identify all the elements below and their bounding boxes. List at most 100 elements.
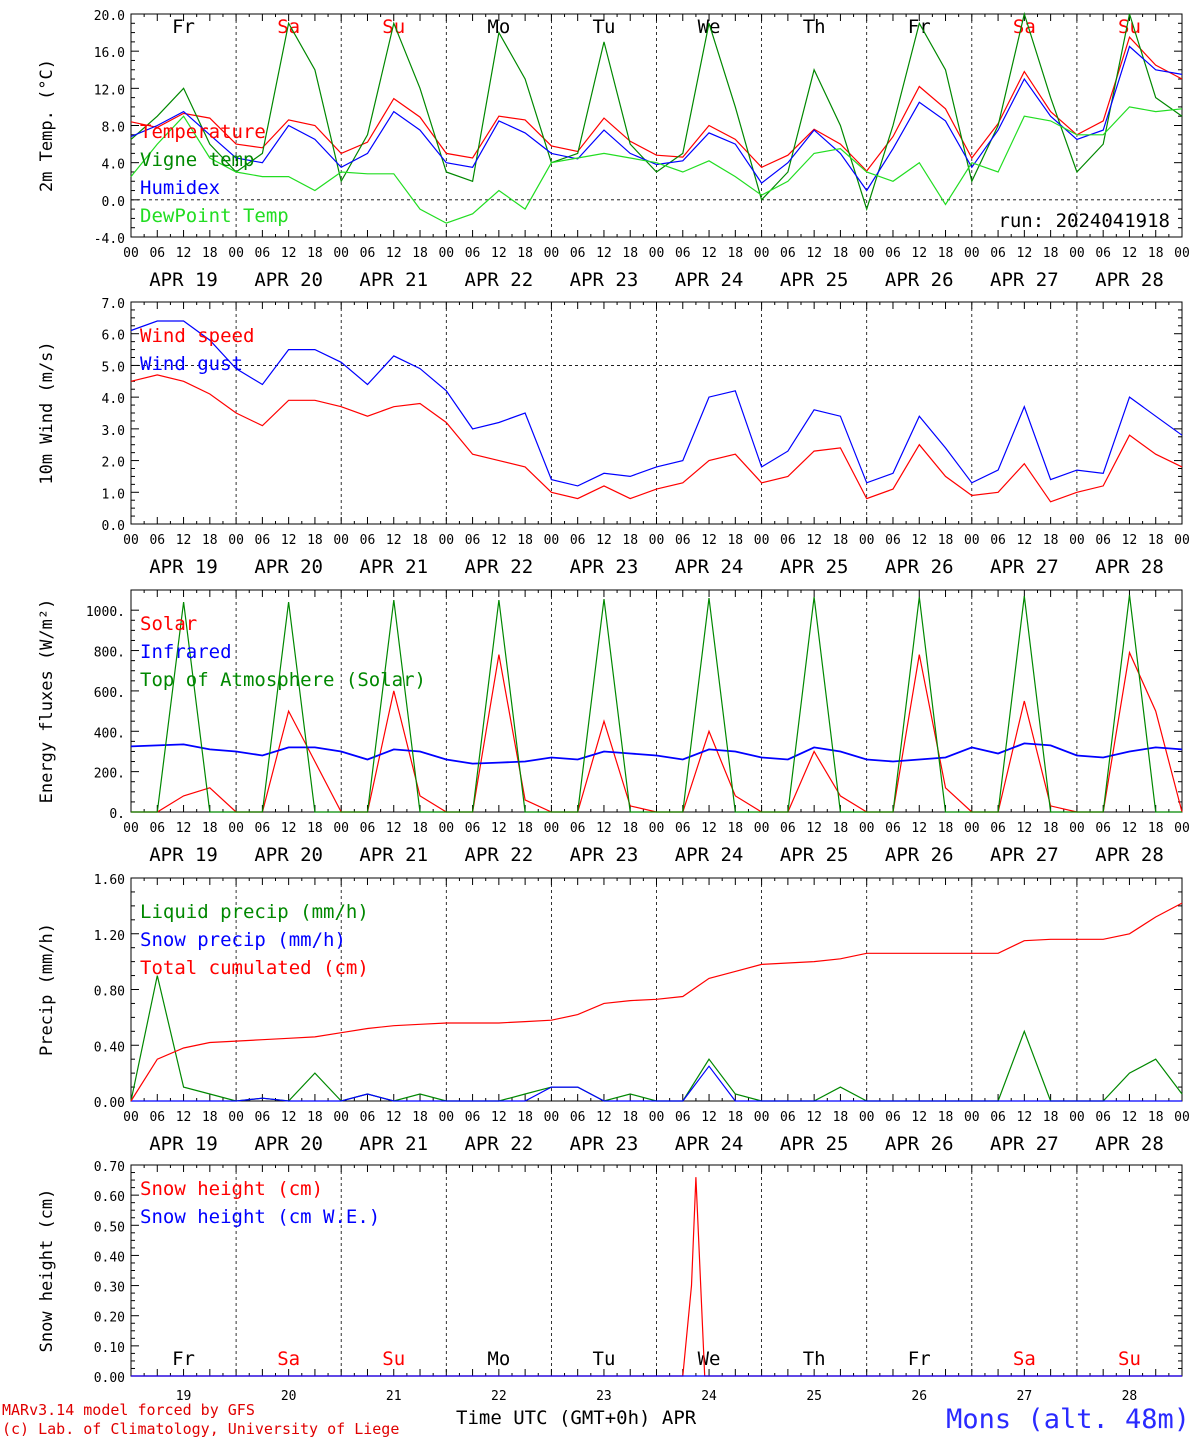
x-date-label: APR 19 (149, 556, 218, 578)
y-tick-label: -4.0 (94, 232, 125, 247)
x-day-number: 25 (806, 1389, 822, 1404)
y-tick-label: 0.50 (94, 1220, 125, 1235)
y-tick-label: 0.40 (94, 1250, 125, 1265)
x-hour-label: 06 (780, 1110, 796, 1125)
x-hour-label: 00 (754, 533, 770, 548)
x-hour-label: 12 (491, 533, 507, 548)
x-hour-label: 12 (281, 821, 297, 836)
x-day-number: 24 (701, 1389, 717, 1404)
x-date-label: APR 20 (254, 556, 323, 578)
panel-2: 0.0 1.0 2.0 3.0 4.0 5.0 6.0 7.0 10m Wind (m/s) 00… (37, 297, 1190, 578)
x-hour-label: 00 (228, 821, 244, 836)
x-hour-label: 00 (964, 533, 980, 548)
x-hour-label: 00 (544, 533, 560, 548)
x-hour-label: 06 (1095, 246, 1111, 261)
x-date-label: APR 24 (675, 269, 744, 291)
x-hour-label: 00 (1174, 533, 1190, 548)
x-hour-label: 06 (465, 821, 481, 836)
y-tick-label: 12.0 (94, 83, 125, 98)
x-hour-label: 06 (570, 246, 586, 261)
y-tick-label: 0.10 (94, 1341, 125, 1356)
day-abbrev-label: Mo (487, 1348, 510, 1370)
series-line-4 (130, 106, 1183, 224)
x-hour-label: 12 (491, 1110, 507, 1125)
x-hour-label: 18 (1148, 246, 1164, 261)
x-hour-label: 00 (228, 246, 244, 261)
x-hour-label: 18 (938, 246, 954, 261)
x-hour-label: 06 (255, 246, 271, 261)
x-hour-label: 18 (622, 533, 638, 548)
x-hour-label: 12 (176, 821, 192, 836)
x-hour-label: 12 (281, 533, 297, 548)
day-abbrev-label: Sa (277, 1348, 300, 1370)
x-hour-label: 18 (517, 533, 533, 548)
y-tick-label: 7.0 (102, 297, 125, 312)
x-hour-label: 18 (307, 821, 323, 836)
x-hour-label: 06 (570, 533, 586, 548)
day-abbrev-label: Tu (593, 16, 616, 38)
legend-entry: Temperature (140, 121, 266, 143)
x-hour-label: 12 (596, 1110, 612, 1125)
x-date-label: APR 25 (780, 1133, 849, 1155)
x-hour-label: 18 (938, 533, 954, 548)
x-date-label: APR 21 (359, 556, 428, 578)
x-date-label: APR 26 (885, 844, 954, 866)
x-date-label: APR 23 (570, 1133, 639, 1155)
x-hour-label: 06 (990, 246, 1006, 261)
x-hour-label: 12 (596, 533, 612, 548)
panel-1: -4.0 0.0 4.0 8.0 12.0 16.0 20.0 2m Temp. (°C) 00… (37, 9, 1190, 291)
x-date-label: APR 26 (885, 556, 954, 578)
x-date-label: APR 27 (990, 844, 1059, 866)
x-hour-label: 00 (333, 821, 349, 836)
x-hour-label: 00 (123, 533, 139, 548)
day-abbrev-label: Tu (593, 1348, 616, 1370)
x-date-label: APR 24 (675, 1133, 744, 1155)
y-tick-label: 4.0 (102, 158, 125, 173)
y-tick-label: 1.0 (102, 487, 125, 502)
x-hour-label: 00 (1069, 246, 1085, 261)
x-date-label: APR 26 (885, 1133, 954, 1155)
legend-entry: Vigne temp (140, 149, 254, 171)
x-hour-label: 12 (281, 246, 297, 261)
x-hour-label: 18 (202, 533, 218, 548)
y-tick-label: 16.0 (94, 46, 125, 61)
x-hour-label: 18 (622, 1110, 638, 1125)
x-hour-label: 12 (596, 246, 612, 261)
y-axis-title: Snow height (cm) (37, 1189, 57, 1353)
series-line-1 (130, 36, 1183, 172)
x-hour-label: 12 (701, 1110, 717, 1125)
x-hour-label: 00 (438, 533, 454, 548)
y-tick-label: 200. (94, 767, 125, 782)
x-hour-label: 12 (701, 533, 717, 548)
x-hour-label: 12 (1122, 533, 1138, 548)
series-line-2 (130, 742, 1183, 765)
series-line-2 (130, 11, 1183, 212)
x-hour-label: 00 (754, 821, 770, 836)
x-hour-label: 00 (754, 1110, 770, 1125)
x-date-label: APR 21 (359, 1133, 428, 1155)
x-hour-label: 18 (1043, 1110, 1059, 1125)
x-day-number: 20 (281, 1389, 297, 1404)
x-hour-label: 18 (307, 246, 323, 261)
x-hour-label: 06 (675, 246, 691, 261)
x-hour-label: 12 (806, 821, 822, 836)
y-tick-label: 0. (109, 807, 125, 822)
day-abbrev-label: We (698, 1348, 721, 1370)
x-hour-label: 00 (123, 1110, 139, 1125)
x-hour-label: 00 (1069, 1110, 1085, 1125)
x-hour-label: 12 (386, 533, 402, 548)
x-hour-label: 18 (1148, 1110, 1164, 1125)
x-hour-label: 18 (1043, 533, 1059, 548)
x-hour-label: 18 (412, 246, 428, 261)
credit-line-1: MARv3.14 model forced by GFS (2, 1401, 255, 1419)
legend-entry: Liquid precip (mm/h) (140, 901, 369, 923)
y-axis-title: Energy fluxes (W/m²) (37, 599, 57, 804)
x-date-label: APR 23 (570, 269, 639, 291)
x-hour-label: 12 (386, 821, 402, 836)
x-hour-label: 18 (622, 246, 638, 261)
x-date-label: APR 27 (990, 1133, 1059, 1155)
x-hour-label: 18 (833, 533, 849, 548)
x-axis-title: Time UTC (GMT+0h) APR (456, 1407, 697, 1429)
x-hour-label: 06 (780, 821, 796, 836)
y-tick-label: 0.30 (94, 1281, 125, 1296)
